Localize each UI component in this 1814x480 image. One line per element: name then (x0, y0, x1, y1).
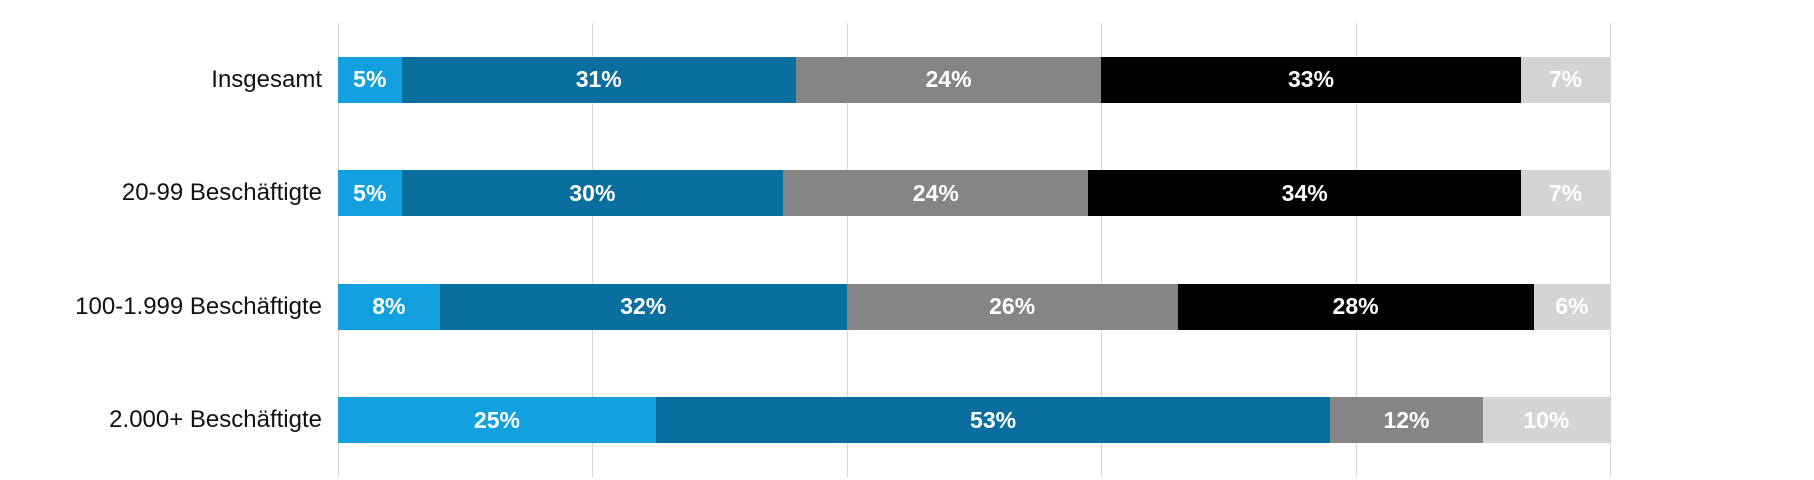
bar-row: 8% 32% 26% 28% 6% (338, 283, 1610, 330)
bar-segment-light-blue: 5% (338, 170, 402, 217)
bar-segment-dark-blue: 31% (401, 56, 796, 103)
segment-value-label: 8% (372, 293, 406, 320)
bar-row: 5% 31% 24% 33% 7% (338, 56, 1610, 103)
bar-segment-gray: 12% (1330, 397, 1483, 444)
category-label: 100-1.999 Beschäftigte (75, 292, 322, 320)
segment-value-label: 6% (1555, 293, 1589, 320)
bar-segment-black: 28% (1177, 283, 1534, 330)
gridline-0pct (338, 23, 339, 477)
segment-value-label: 7% (1548, 66, 1583, 93)
category-label: Insgesamt (211, 65, 322, 93)
category-label: 2.000+ Beschäftigte (109, 406, 322, 434)
bar-segment-light-gray: 6% (1533, 283, 1610, 330)
segment-value-label: 26% (989, 293, 1036, 320)
segment-value-label: 33% (1288, 66, 1335, 93)
segment-value-label: 34% (1281, 179, 1328, 206)
bar-segment-light-blue: 25% (338, 397, 656, 444)
segment-value-label: 31% (575, 66, 622, 93)
gridline-100pct (1610, 23, 1611, 477)
segment-value-label: 24% (912, 179, 959, 206)
segment-value-label: 7% (1548, 179, 1583, 206)
bar-segment-light-gray: 7% (1520, 170, 1610, 217)
bar-segment-dark-blue: 32% (439, 283, 847, 330)
bar-segment-dark-blue: 30% (401, 170, 784, 217)
bar-segment-light-gray: 10% (1482, 397, 1610, 444)
segment-value-label: 10% (1523, 406, 1570, 433)
gridline-60pct (1101, 23, 1102, 477)
segment-value-label: 30% (569, 179, 616, 206)
bar-segment-light-gray: 7% (1520, 56, 1610, 103)
segment-value-label: 32% (620, 293, 667, 320)
bar-segment-gray: 24% (795, 56, 1102, 103)
segment-value-label: 12% (1383, 406, 1430, 433)
segment-value-label: 25% (473, 406, 521, 433)
segment-value-label: 5% (353, 179, 387, 206)
gridline-40pct (847, 23, 848, 477)
bar-row: 5% 30% 24% 34% 7% (338, 170, 1610, 217)
bar-row: 25% 53% 12% 10% (338, 397, 1610, 444)
gridline-80pct (1356, 23, 1357, 477)
bar-segment-black: 33% (1101, 56, 1521, 103)
category-label: 20-99 Beschäftigte (121, 179, 322, 207)
bar-segment-light-blue: 5% (338, 56, 402, 103)
bar-segment-light-blue: 8% (338, 283, 440, 330)
segment-value-label: 53% (970, 406, 1017, 433)
segment-value-label: 28% (1332, 293, 1379, 320)
bar-segment-black: 34% (1088, 170, 1521, 217)
segment-value-label: 24% (925, 66, 972, 93)
gridline-20pct (592, 23, 593, 477)
bar-segment-gray: 26% (846, 283, 1178, 330)
bar-segment-dark-blue: 53% (656, 397, 1331, 444)
bar-segment-gray: 24% (783, 170, 1089, 217)
segment-value-label: 5% (353, 66, 387, 93)
